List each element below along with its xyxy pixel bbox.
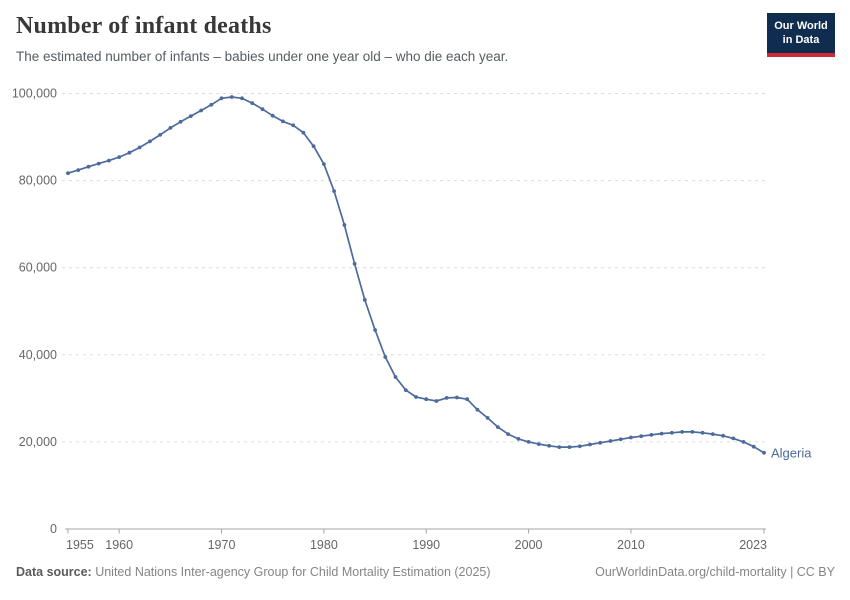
- data-point[interactable]: [403, 388, 408, 392]
- data-point[interactable]: [260, 107, 265, 112]
- data-point[interactable]: [342, 223, 347, 227]
- data-point[interactable]: [516, 437, 521, 441]
- chart-subtitle: The estimated number of infants – babies…: [16, 48, 509, 64]
- data-point[interactable]: [291, 123, 296, 128]
- data-point[interactable]: [659, 431, 664, 436]
- data-point[interactable]: [639, 434, 644, 439]
- y-tick-label: 100,000: [12, 87, 57, 101]
- y-tick-label: 20,000: [19, 435, 57, 449]
- x-tick-label: 1960: [105, 538, 133, 552]
- x-tick-label: 1980: [310, 538, 338, 552]
- data-point[interactable]: [86, 164, 91, 169]
- data-source-note: Data source: United Nations Inter-agency…: [16, 565, 491, 579]
- data-point[interactable]: [383, 355, 388, 359]
- data-point[interactable]: [731, 436, 736, 441]
- y-tick-label: 60,000: [19, 261, 57, 275]
- data-point[interactable]: [588, 442, 592, 447]
- data-point[interactable]: [393, 375, 398, 379]
- data-point[interactable]: [188, 114, 193, 118]
- data-source-label: Data source:: [16, 565, 92, 579]
- data-point[interactable]: [690, 430, 695, 434]
- x-tick-label: 1955: [66, 538, 94, 552]
- y-tick-label: 80,000: [19, 174, 57, 188]
- data-point[interactable]: [281, 119, 285, 124]
- data-point[interactable]: [649, 433, 654, 437]
- data-point[interactable]: [496, 425, 500, 429]
- data-point[interactable]: [598, 440, 603, 445]
- data-point[interactable]: [547, 443, 551, 448]
- data-point[interactable]: [148, 139, 152, 144]
- x-tick-label: 1990: [412, 538, 440, 552]
- chart-footer: Data source: United Nations Inter-agency…: [16, 565, 835, 579]
- data-point[interactable]: [618, 437, 623, 442]
- data-point[interactable]: [424, 397, 429, 402]
- data-point[interactable]: [670, 430, 674, 435]
- owid-logo-line1: Our World: [774, 20, 828, 32]
- x-tick-label: 2010: [617, 538, 645, 552]
- data-point[interactable]: [373, 328, 377, 332]
- data-point[interactable]: [322, 162, 326, 167]
- data-point[interactable]: [567, 445, 572, 449]
- data-point[interactable]: [710, 432, 715, 436]
- data-point[interactable]: [475, 407, 480, 412]
- data-point[interactable]: [127, 150, 132, 155]
- data-point[interactable]: [577, 444, 582, 449]
- data-point[interactable]: [485, 416, 490, 420]
- page-title: Number of infant deaths: [16, 13, 272, 39]
- data-line-algeria[interactable]: [67, 96, 765, 454]
- owid-logo[interactable]: Our World in Data: [767, 13, 835, 57]
- data-point[interactable]: [301, 130, 306, 135]
- data-point[interactable]: [680, 430, 684, 434]
- data-point[interactable]: [444, 396, 449, 400]
- data-point[interactable]: [506, 432, 510, 436]
- data-point[interactable]: [608, 439, 613, 443]
- data-point[interactable]: [209, 102, 214, 107]
- data-point[interactable]: [455, 395, 459, 400]
- data-point[interactable]: [270, 113, 275, 118]
- data-point[interactable]: [352, 261, 357, 266]
- data-point[interactable]: [536, 442, 541, 446]
- data-point[interactable]: [178, 119, 183, 124]
- x-tick-label: 2000: [515, 538, 543, 552]
- data-point[interactable]: [526, 440, 531, 444]
- x-tick-label: 2023: [739, 538, 767, 552]
- data-point[interactable]: [96, 161, 101, 166]
- data-point[interactable]: [751, 444, 756, 449]
- y-tick-label: 0: [50, 522, 57, 536]
- data-point[interactable]: [629, 435, 633, 440]
- data-point[interactable]: [741, 440, 746, 444]
- data-point[interactable]: [557, 445, 562, 449]
- data-point[interactable]: [434, 399, 439, 403]
- data-point[interactable]: [137, 145, 142, 150]
- data-point[interactable]: [414, 395, 418, 399]
- owid-logo-line2: in Data: [782, 34, 820, 47]
- data-point[interactable]: [700, 430, 705, 435]
- data-point[interactable]: [362, 298, 367, 302]
- data-point[interactable]: [168, 126, 173, 130]
- data-point[interactable]: [721, 433, 725, 438]
- data-point[interactable]: [158, 133, 163, 137]
- x-tick-label: 1970: [208, 538, 236, 552]
- data-point[interactable]: [250, 101, 255, 105]
- y-tick-label: 40,000: [19, 348, 57, 362]
- data-point[interactable]: [107, 158, 111, 163]
- data-point[interactable]: [240, 96, 244, 101]
- data-point[interactable]: [219, 96, 224, 101]
- data-point[interactable]: [762, 450, 766, 455]
- entity-label: Algeria: [771, 445, 812, 460]
- data-point[interactable]: [76, 168, 81, 173]
- data-point[interactable]: [117, 155, 122, 160]
- data-point[interactable]: [229, 95, 234, 99]
- data-point[interactable]: [311, 144, 316, 149]
- data-source-text: United Nations Inter-agency Group for Ch…: [91, 565, 491, 579]
- data-point[interactable]: [332, 189, 336, 194]
- owid-url-link[interactable]: OurWorldinData.org/child-mortality | CC …: [595, 565, 835, 579]
- data-point[interactable]: [199, 108, 204, 113]
- data-point[interactable]: [465, 397, 470, 402]
- data-point[interactable]: [66, 171, 70, 176]
- chart-header: Number of infant deaths The estimated nu…: [16, 12, 750, 65]
